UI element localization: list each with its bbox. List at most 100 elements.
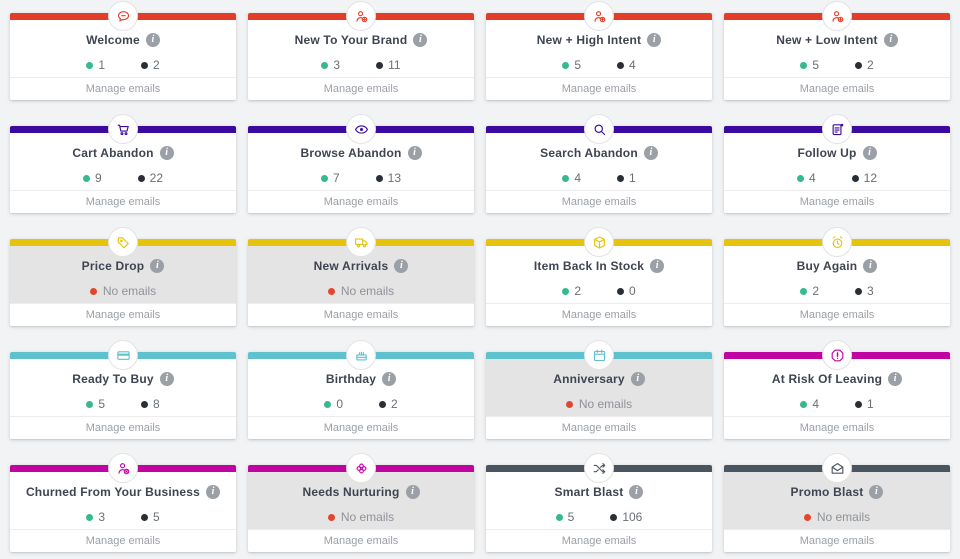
green-count-dot — [86, 400, 94, 408]
campaign-card[interactable]: New To Your Brand i 3 11 Manage emails — [248, 1, 474, 100]
info-icon[interactable]: i — [382, 372, 397, 386]
active-count: 2 — [562, 284, 581, 298]
manage-emails-link[interactable]: Manage emails — [724, 529, 950, 552]
campaign-card[interactable]: Ready To Buy i 5 8 Manage emails — [10, 340, 236, 439]
campaign-card[interactable]: New + Low Intent i 5 2 Manage emails — [724, 1, 950, 100]
info-icon[interactable]: i — [630, 372, 645, 386]
manage-emails-link[interactable]: Manage emails — [724, 303, 950, 326]
info-icon[interactable]: i — [883, 33, 898, 47]
active-count: 5 — [86, 397, 105, 411]
info-icon[interactable]: i — [405, 485, 420, 499]
info-icon[interactable]: i — [647, 33, 662, 47]
card-title: Ready To Buy — [72, 372, 154, 386]
campaign-card[interactable]: Browse Abandon i 7 13 Manage emails — [248, 114, 474, 213]
campaign-card[interactable]: New + High Intent i 5 4 Manage emails — [486, 1, 712, 100]
manage-emails-link[interactable]: Manage emails — [486, 190, 712, 213]
green-count-dot — [82, 174, 90, 182]
info-icon[interactable]: i — [407, 146, 422, 160]
campaign-card[interactable]: Needs Nurturing i No emails Manage email… — [248, 453, 474, 552]
manage-emails-link[interactable]: Manage emails — [248, 416, 474, 439]
box-icon — [584, 227, 614, 257]
campaign-card[interactable]: Smart Blast i 5 106 Manage emails — [486, 453, 712, 552]
campaign-card[interactable]: Welcome i 1 2 Manage emails — [10, 1, 236, 100]
green-count-value: 5 — [812, 58, 819, 72]
card-title: Promo Blast — [790, 485, 864, 499]
green-count-dot — [562, 61, 570, 69]
manage-emails-link[interactable]: Manage emails — [10, 416, 236, 439]
card-counts: 2 3 — [800, 284, 874, 298]
card-title: Welcome — [86, 33, 140, 47]
card-title: At Risk Of Leaving — [771, 372, 883, 386]
manage-emails-link[interactable]: Manage emails — [248, 529, 474, 552]
info-icon[interactable]: i — [888, 372, 903, 386]
campaign-card[interactable]: Churned From Your Business i 3 5 Manage … — [10, 453, 236, 552]
manage-emails-link[interactable]: Manage emails — [248, 303, 474, 326]
dark-count-value: 1 — [629, 171, 636, 185]
manage-emails-link[interactable]: Manage emails — [486, 416, 712, 439]
info-icon[interactable]: i — [862, 146, 877, 160]
green-count-value: 3 — [98, 510, 105, 524]
info-icon[interactable]: i — [863, 259, 878, 273]
info-icon[interactable]: i — [159, 372, 174, 386]
info-icon[interactable]: i — [413, 33, 428, 47]
info-icon[interactable]: i — [145, 33, 160, 47]
campaign-card[interactable]: Birthday i 0 2 Manage emails — [248, 340, 474, 439]
card-title: Item Back In Stock — [533, 259, 645, 273]
card-title-row: Welcome i — [86, 33, 160, 47]
info-icon[interactable]: i — [650, 259, 665, 273]
manage-emails-link[interactable]: Manage emails — [486, 77, 712, 100]
dark-count-dot — [141, 61, 148, 69]
no-emails-label: No emails — [340, 284, 395, 298]
campaign-card[interactable]: New Arrivals i No emails Manage emails — [248, 227, 474, 326]
campaign-card[interactable]: Cart Abandon i 9 22 Manage emails — [10, 114, 236, 213]
green-count-value: 5 — [98, 397, 105, 411]
manage-emails-link[interactable]: Manage emails — [10, 77, 236, 100]
campaign-card[interactable]: Follow Up i 4 12 Manage emails — [724, 114, 950, 213]
card-counts: 9 22 — [82, 171, 164, 185]
campaign-card[interactable]: Item Back In Stock i 2 0 Manage emails — [486, 227, 712, 326]
manage-emails-link[interactable]: Manage emails — [10, 303, 236, 326]
info-icon[interactable]: i — [629, 485, 644, 499]
no-emails-dot — [327, 287, 335, 295]
manage-emails-link[interactable]: Manage emails — [486, 303, 712, 326]
dark-count-value: 22 — [149, 171, 164, 185]
green-count-dot — [796, 174, 804, 182]
manage-emails-link[interactable]: Manage emails — [486, 529, 712, 552]
campaign-card[interactable]: Promo Blast i No emails Manage emails — [724, 453, 950, 552]
no-emails-label: No emails — [578, 397, 633, 411]
info-icon[interactable]: i — [643, 146, 658, 160]
no-emails-dot — [89, 287, 97, 295]
info-icon[interactable]: i — [394, 259, 409, 273]
info-icon[interactable]: i — [869, 485, 884, 499]
info-icon[interactable]: i — [150, 259, 165, 273]
manage-emails-link[interactable]: Manage emails — [10, 190, 236, 213]
manage-emails-link[interactable]: Manage emails — [248, 190, 474, 213]
dark-count-value: 2 — [867, 58, 874, 72]
chat-bubble-icon — [108, 1, 138, 31]
manage-emails-link[interactable]: Manage emails — [724, 77, 950, 100]
manage-emails-link[interactable]: Manage emails — [724, 416, 950, 439]
campaign-card[interactable]: Search Abandon i 4 1 Manage emails — [486, 114, 712, 213]
card-counts: 4 1 — [800, 397, 874, 411]
campaign-card[interactable]: Price Drop i No emails Manage emails — [10, 227, 236, 326]
info-icon[interactable]: i — [206, 485, 221, 499]
manage-emails-link[interactable]: Manage emails — [724, 190, 950, 213]
card-counts: 1 2 — [86, 58, 160, 72]
truck-icon — [346, 227, 376, 257]
card-title-row: Smart Blast i — [555, 485, 644, 499]
campaign-card[interactable]: At Risk Of Leaving i 4 1 Manage emails — [724, 340, 950, 439]
active-count: 4 — [562, 171, 581, 185]
card-title-row: Cart Abandon i — [72, 146, 174, 160]
info-icon[interactable]: i — [159, 146, 174, 160]
dark-count-value: 0 — [629, 284, 636, 298]
draft-count: 2 — [379, 397, 398, 411]
card-counts: 4 1 — [562, 171, 636, 185]
no-emails-label: No emails — [102, 284, 157, 298]
campaign-card[interactable]: Anniversary i No emails Manage emails — [486, 340, 712, 439]
dark-count-value: 2 — [391, 397, 398, 411]
cake-icon — [346, 340, 376, 370]
campaign-card[interactable]: Buy Again i 2 3 Manage emails — [724, 227, 950, 326]
dark-count-dot — [617, 174, 624, 182]
manage-emails-link[interactable]: Manage emails — [248, 77, 474, 100]
manage-emails-link[interactable]: Manage emails — [10, 529, 236, 552]
